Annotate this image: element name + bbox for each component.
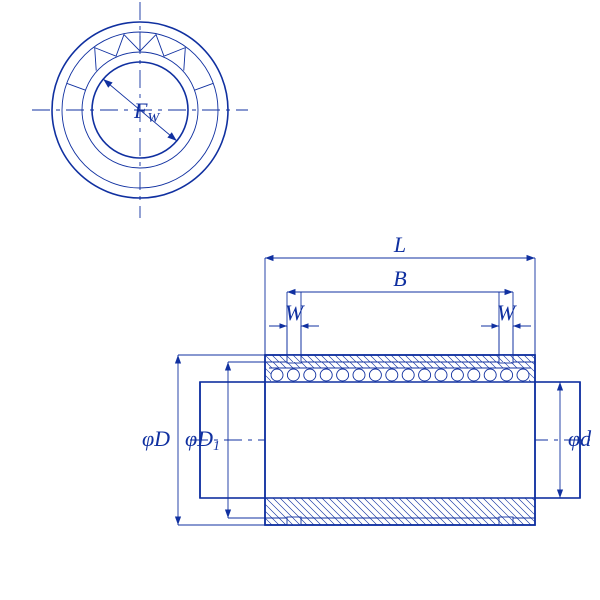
side-view: LB W WφD φD1 φd — [142, 232, 592, 525]
dim-label: L — [393, 232, 406, 257]
dim-label: φD — [142, 426, 170, 451]
dim-label-W: W — [497, 300, 517, 325]
dim-label-W: W — [285, 300, 305, 325]
label-Fw: FW — [133, 98, 160, 126]
dim-label: B — [393, 266, 406, 291]
dim-label-d: φd — [568, 426, 592, 451]
dim-label: φD1 — [185, 426, 220, 454]
front-view: FW — [32, 2, 248, 218]
